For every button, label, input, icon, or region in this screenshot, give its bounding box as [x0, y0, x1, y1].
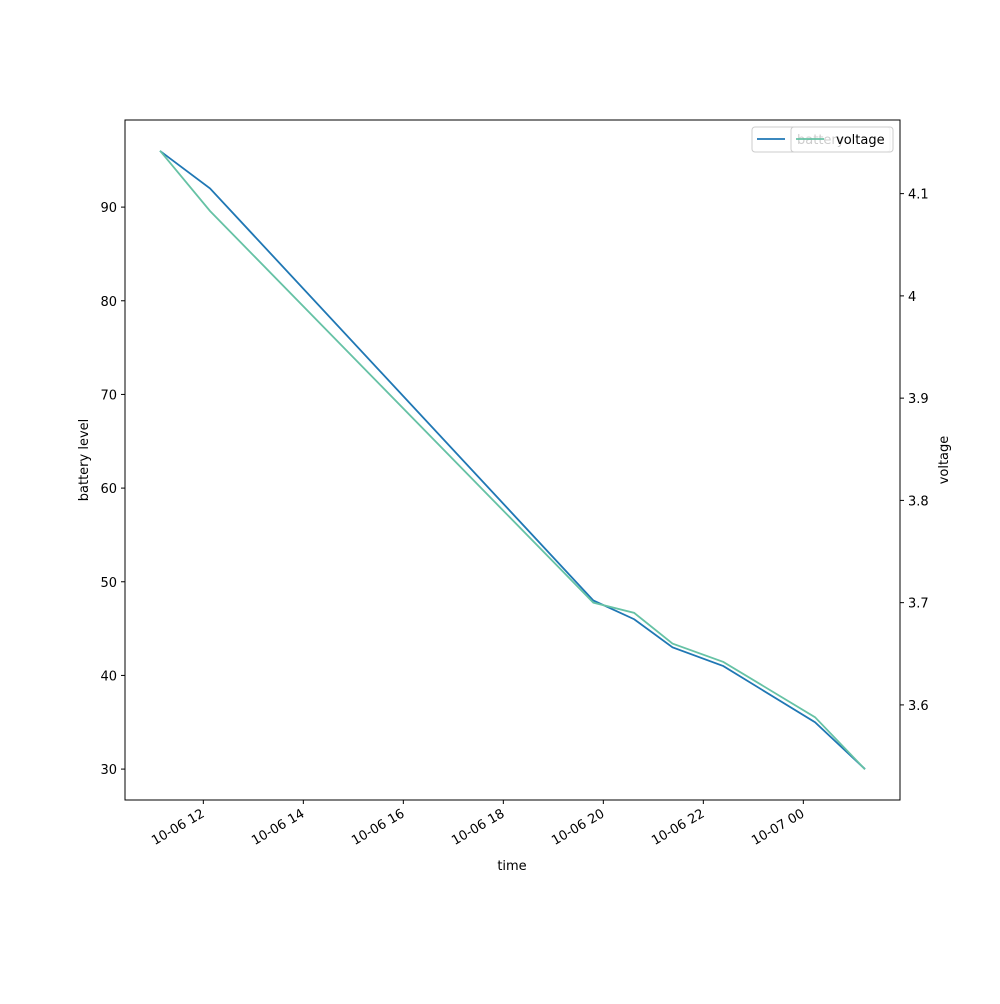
x-axis-label: time	[497, 859, 526, 874]
x-tick-label: 10-06 18	[449, 806, 507, 848]
y-tick-label: 50	[100, 576, 117, 591]
y2-tick-label: 4.1	[908, 188, 929, 203]
y-tick-label: 90	[100, 201, 117, 216]
y2-tick-label: 3.9	[908, 392, 929, 407]
series-line	[159, 150, 866, 770]
y-tick-label: 40	[100, 669, 117, 684]
legend-label: voltage	[836, 133, 885, 148]
y-tick-label: 60	[100, 482, 117, 497]
x-tick-label: 10-06 16	[349, 806, 407, 848]
x-tick-label: 10-07 00	[749, 806, 807, 848]
y2-tick-label: 4	[908, 290, 916, 305]
y-tick-label: 80	[100, 295, 117, 310]
legend-box	[790, 126, 894, 153]
y2-tick-label: 3.8	[908, 494, 929, 509]
y2-tick-label: 3.7	[908, 597, 929, 612]
x-tick-label: 10-06 22	[649, 806, 707, 848]
x-tick-label: 10-06 12	[149, 806, 207, 848]
y-axis-label: battery level	[77, 419, 92, 502]
y-tick-label: 30	[100, 763, 117, 778]
plot-frame	[124, 119, 901, 801]
x-tick-label: 10-06 14	[249, 806, 307, 848]
y2-tick-label: 3.6	[908, 699, 929, 714]
y2-axis-label: voltage	[937, 436, 952, 485]
x-tick-label: 10-06 20	[549, 806, 607, 848]
y-tick-label: 70	[100, 388, 117, 403]
series-line	[159, 150, 866, 770]
